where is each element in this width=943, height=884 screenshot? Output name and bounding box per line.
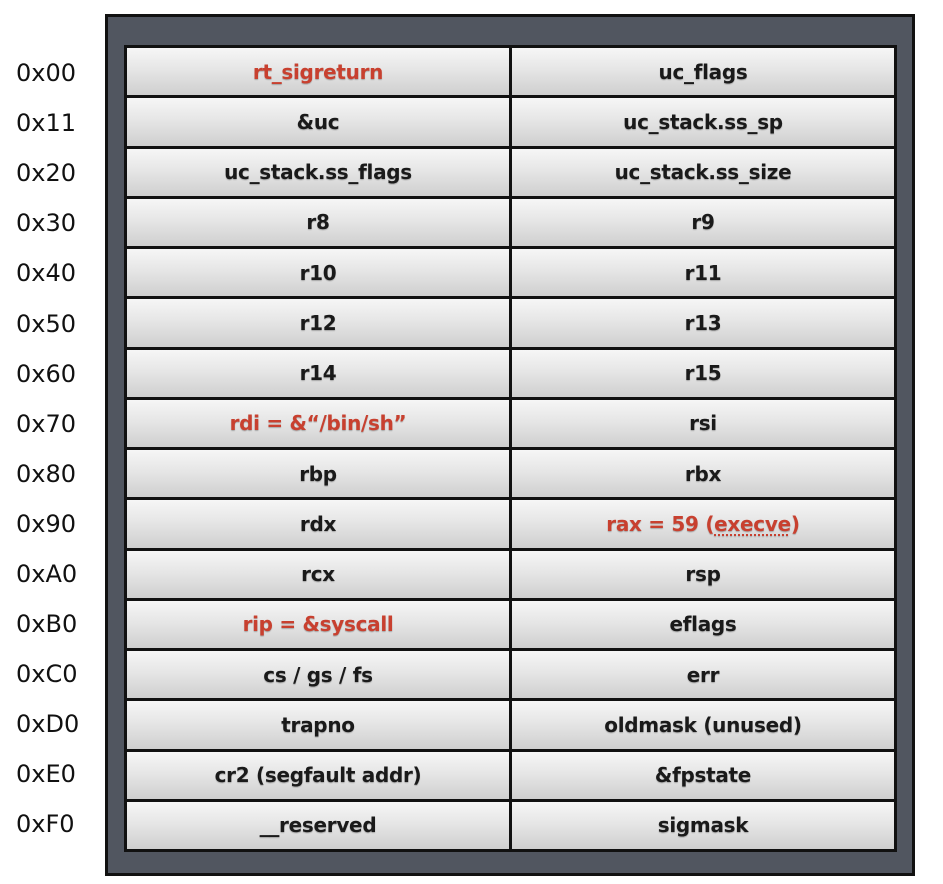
frame-field-right: r11 [512, 249, 894, 297]
frame-field-left: cs / gs / fs [127, 651, 509, 699]
offset-label: 0xE0 [16, 760, 76, 789]
frame-field-left: rt_sigreturn [127, 48, 509, 96]
frame-field-right: oldmask (unused) [512, 701, 894, 749]
frame-field-left: r10 [127, 249, 509, 297]
frame-field-right: uc_stack.ss_size [512, 148, 894, 196]
offset-label: 0x20 [16, 159, 77, 188]
offset-labels: 0x00 0x11 0x20 0x30 0x40 0x50 0x60 0x70 0x80 0x90… [0, 48, 100, 850]
offset-label: 0x40 [16, 259, 77, 288]
frame-field-right: r15 [512, 349, 894, 397]
frame-field-right: uc_stack.ss_sp [512, 98, 894, 146]
frame-field-right: rsp [512, 550, 894, 598]
frame-field-right: &fpstate [512, 751, 894, 799]
field-text-spellcheck: execve [714, 511, 791, 536]
frame-field-right: rax = 59 (execve) [512, 500, 894, 548]
frame-field-left: rip = &syscall [127, 600, 509, 648]
offset-label: 0x90 [16, 509, 77, 538]
offset-label: 0xF0 [16, 810, 75, 839]
offset-label: 0x30 [16, 209, 77, 238]
frame-field-left: rcx [127, 550, 509, 598]
frame-field-right: uc_flags [512, 48, 894, 96]
offset-label: 0x11 [16, 109, 77, 138]
sigreturn-frame-table: rt_sigreturn uc_flags &uc uc_stack.ss_sp uc_… [124, 45, 897, 852]
offset-label: 0x80 [16, 459, 77, 488]
frame-field-right: sigmask [512, 801, 894, 849]
frame-field-left: trapno [127, 701, 509, 749]
offset-label: 0xB0 [16, 610, 78, 639]
frame-field-right: eflags [512, 600, 894, 648]
frame-field-right: rbx [512, 450, 894, 498]
offset-label: 0x60 [16, 359, 77, 388]
frame-field-right: rsi [512, 399, 894, 447]
offset-label: 0xA0 [16, 559, 78, 588]
frame-field-left: r14 [127, 349, 509, 397]
frame-field-left: rdx [127, 500, 509, 548]
frame-field-right: err [512, 651, 894, 699]
frame-field-left: r12 [127, 299, 509, 347]
field-text-suffix: ) [790, 511, 800, 536]
frame-field-left: uc_stack.ss_flags [127, 148, 509, 196]
frame-field-left: cr2 (segfault addr) [127, 751, 509, 799]
frame-field-left: &uc [127, 98, 509, 146]
offset-label: 0x00 [16, 59, 77, 88]
frame-field-left: r8 [127, 198, 509, 246]
frame-field-left: rdi = &“/bin/sh” [127, 399, 509, 447]
offset-label: 0xD0 [16, 710, 80, 739]
frame-field-right: r13 [512, 299, 894, 347]
field-text-prefix: rax = 59 ( [606, 511, 715, 536]
frame-field-left: __reserved [127, 801, 509, 849]
offset-label: 0x50 [16, 309, 77, 338]
offset-label: 0x70 [16, 409, 77, 438]
frame-field-left: rbp [127, 450, 509, 498]
frame-field-right: r9 [512, 198, 894, 246]
offset-label: 0xC0 [16, 660, 78, 689]
